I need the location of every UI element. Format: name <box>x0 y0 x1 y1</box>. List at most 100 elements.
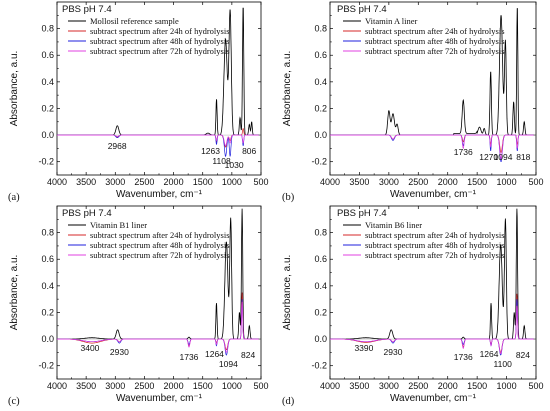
x-tick-label: 3000 <box>105 177 125 187</box>
x-tick-label: 1000 <box>497 177 517 187</box>
y-tick-label: -0.2 <box>311 361 327 371</box>
y-tick-label: 0.6 <box>41 254 54 264</box>
peak-annotation: 1094 <box>219 359 238 369</box>
y-tick-label: 0.0 <box>314 130 327 140</box>
x-tick-label: 2500 <box>408 381 428 391</box>
y-tick-label: 0.8 <box>314 24 327 34</box>
peak-annotation: 1736 <box>179 352 198 362</box>
x-tick-label: 3500 <box>349 381 369 391</box>
legend-entry: subtract spectrum after 48h of hydrolysi… <box>90 240 230 250</box>
condition-label: PBS pH 7.4 <box>337 4 387 15</box>
y-tick-label: -0.2 <box>38 157 54 167</box>
y-tick-label: 0.4 <box>314 281 327 291</box>
x-tick-label: 3000 <box>105 381 125 391</box>
legend-entry: subtract spectrum after 72h of hydrolysi… <box>90 250 230 260</box>
x-tick-label: 2000 <box>164 177 184 187</box>
series-line-3 <box>57 134 259 158</box>
x-tick-label: 2000 <box>438 381 458 391</box>
series-line-1 <box>57 208 259 340</box>
series-line-4 <box>330 134 534 160</box>
series-line-4 <box>57 301 259 353</box>
peak-annotation: 818 <box>516 152 530 162</box>
y-tick-label: 0.6 <box>314 254 327 264</box>
x-tick-label: 4000 <box>47 177 67 187</box>
peak-annotation: 2930 <box>110 347 129 357</box>
y-tick-label: 0.0 <box>41 130 54 140</box>
x-axis-title: Wavenumber, cm⁻¹ <box>116 393 203 404</box>
x-axis-title: Wavenumber, cm⁻¹ <box>116 189 203 200</box>
legend-entry: subtract spectrum after 24h of hydrolysi… <box>365 230 505 240</box>
y-tick-label: 0.4 <box>314 77 327 87</box>
y-tick-label: 0.8 <box>41 228 54 238</box>
peak-annotation: 1030 <box>225 160 244 170</box>
legend-entry: Mollosil reference sample <box>90 16 179 26</box>
y-tick-label: 0.4 <box>41 281 54 291</box>
legend-entry: subtract spectrum after 24h of hydrolysi… <box>365 26 505 36</box>
peak-annotation: 3390 <box>354 343 373 353</box>
legend-entry: subtract spectrum after 48h of hydrolysi… <box>90 36 230 46</box>
peak-annotation: 1094 <box>494 152 513 162</box>
x-tick-label: 1500 <box>467 177 487 187</box>
y-tick-label: 0.8 <box>41 24 54 34</box>
peak-annotation: 824 <box>516 350 530 360</box>
x-tick-label: 3500 <box>349 177 369 187</box>
peak-annotation: 1263 <box>201 146 220 156</box>
x-tick-label: 2500 <box>134 381 154 391</box>
peak-annotation: 3400 <box>81 343 100 353</box>
y-tick-label: 0.6 <box>41 50 54 60</box>
legend-entry: subtract spectrum after 24h of hydrolysi… <box>90 230 230 240</box>
x-tick-label: 3000 <box>379 177 399 187</box>
panel-c: 4000 3500 3000 2500 2000 1500 1000 500 -0.2 0.0 0.… <box>8 205 269 407</box>
x-tick-label: 1500 <box>467 381 487 391</box>
y-axis-title: Absorbance, a.u. <box>282 255 293 331</box>
x-tick-label: 4000 <box>320 381 340 391</box>
x-tick-label: 2500 <box>408 177 428 187</box>
panel-label: (a) <box>8 192 20 203</box>
series-line-4 <box>330 305 534 355</box>
panel-a: 4000 3500 3000 2500 2000 1500 1000 500 -0.2 0.0 0.… <box>8 1 269 203</box>
peak-annotation: 2968 <box>108 141 127 151</box>
y-tick-label: -0.2 <box>38 361 54 371</box>
condition-label: PBS pH 7.4 <box>62 4 112 15</box>
x-tick-label: 500 <box>253 381 268 391</box>
x-tick-label: 3500 <box>76 177 96 187</box>
panel-b: 4000 3500 3000 2500 2000 1500 1000 500 -0.2 0.0 0.… <box>282 1 544 203</box>
condition-label: PBS pH 7.4 <box>62 208 112 219</box>
legend-entry: subtract spectrum after 72h of hydrolysi… <box>365 250 505 260</box>
panel-label: (c) <box>8 396 20 407</box>
x-tick-label: 500 <box>253 177 268 187</box>
y-tick-label: 0.0 <box>41 334 54 344</box>
peak-annotation: 2930 <box>384 347 403 357</box>
y-tick-label: 0.2 <box>41 307 54 317</box>
y-tick-label: 0.6 <box>314 50 327 60</box>
legend-entry: Vitamin B1 liner <box>90 220 147 230</box>
panel-label: (d) <box>282 396 295 407</box>
peak-annotation: 1736 <box>454 352 473 362</box>
y-tick-label: -0.2 <box>311 157 327 167</box>
legend-entry: Vitamin A liner <box>365 16 418 26</box>
x-tick-label: 1000 <box>497 381 517 391</box>
peak-annotation: 806 <box>242 146 256 156</box>
y-tick-label: 0.4 <box>41 77 54 87</box>
x-tick-label: 2500 <box>134 177 154 187</box>
legend-entry: subtract spectrum after 48h of hydrolysi… <box>365 36 505 46</box>
series-line-4 <box>57 134 259 147</box>
peak-annotation: 1736 <box>454 147 473 157</box>
y-axis-title: Absorbance, a.u. <box>9 255 20 331</box>
x-tick-label: 3500 <box>76 381 96 391</box>
x-tick-label: 1500 <box>193 381 213 391</box>
x-tick-label: 3000 <box>379 381 399 391</box>
x-tick-label: 1000 <box>222 177 242 187</box>
legend-entry: subtract spectrum after 72h of hydrolysi… <box>90 46 230 56</box>
series-line-2 <box>57 128 259 148</box>
y-tick-label: 0.2 <box>314 103 327 113</box>
peak-annotation: 1100 <box>494 359 513 369</box>
peak-annotation: 1108 <box>212 156 231 166</box>
x-tick-label: 2000 <box>164 381 184 391</box>
y-tick-label: 0.8 <box>314 228 327 238</box>
x-tick-label: 4000 <box>320 177 340 187</box>
x-tick-label: 500 <box>528 381 543 391</box>
peak-annotation: 1264 <box>205 349 224 359</box>
panel-d: 4000 3500 3000 2500 2000 1500 1000 500 -0.2 0.0 0.… <box>282 205 544 407</box>
